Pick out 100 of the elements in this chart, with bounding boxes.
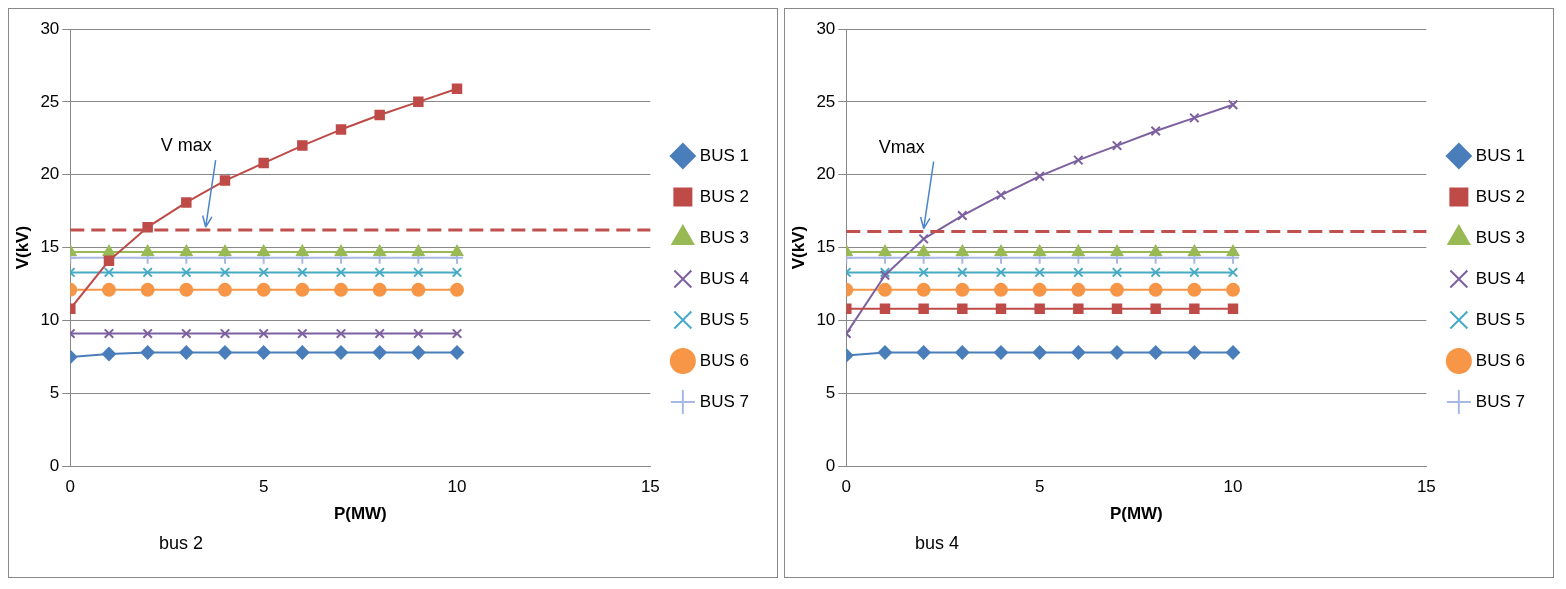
point (297, 328, 308, 339)
point (1072, 244, 1085, 256)
point (219, 328, 231, 339)
point (916, 345, 931, 360)
point (374, 109, 385, 121)
point (877, 345, 892, 360)
y-tick-label: 25 (40, 91, 60, 111)
legend-label: BUS 4 (699, 268, 750, 288)
point (103, 255, 115, 266)
point (334, 244, 348, 256)
point (372, 345, 387, 360)
point (103, 267, 115, 278)
point (411, 282, 426, 297)
y-tick-label: 15 (40, 237, 60, 257)
point (179, 282, 194, 297)
legend-label: BUS 7 (1475, 391, 1526, 411)
x-tick-label: 5 (258, 477, 269, 497)
point (1110, 345, 1124, 360)
y-axis-title: V(kV) (788, 225, 808, 270)
point (142, 267, 153, 278)
x-tick-label: 0 (65, 477, 76, 497)
point (296, 244, 309, 256)
point (101, 282, 116, 297)
y-tick-label: 5 (49, 383, 60, 403)
point (219, 175, 231, 186)
point (413, 328, 424, 339)
point (142, 328, 153, 339)
point (956, 244, 969, 256)
y-tick-label: 10 (816, 310, 836, 330)
point (1148, 282, 1163, 297)
point (179, 345, 194, 360)
legend-label: BUS 1 (699, 145, 750, 165)
legend-label: BUS 5 (1475, 309, 1526, 329)
annotation: V max (160, 135, 212, 156)
x-axis-title: P(MW) (333, 504, 387, 524)
legend-label: BUS 1 (1475, 145, 1526, 165)
point (1226, 244, 1240, 256)
point (335, 124, 347, 135)
point (373, 244, 386, 256)
point (1111, 140, 1123, 151)
point (256, 345, 271, 360)
x-tick-label: 10 (447, 477, 467, 497)
point (1073, 303, 1084, 315)
point (217, 345, 232, 360)
point (297, 140, 308, 151)
point (955, 345, 970, 360)
point (451, 83, 463, 94)
point (451, 267, 463, 278)
point (181, 328, 192, 339)
point (1032, 282, 1047, 297)
point (257, 244, 270, 256)
point (412, 244, 425, 256)
point (413, 267, 424, 278)
point (140, 282, 155, 297)
point (957, 210, 968, 221)
y-tick-label: 5 (825, 383, 836, 403)
point (335, 267, 347, 278)
point (1189, 267, 1200, 278)
point (957, 267, 968, 278)
point (993, 345, 1008, 360)
point (103, 328, 115, 339)
point (1187, 282, 1202, 297)
point (102, 244, 116, 256)
text: bus 4 (915, 533, 961, 554)
point (1227, 267, 1239, 278)
point (1111, 267, 1123, 278)
x-tick-label: 10 (1223, 477, 1243, 497)
point (450, 244, 464, 256)
point (374, 328, 385, 339)
legend-label: BUS 6 (1475, 350, 1526, 370)
point (374, 267, 385, 278)
legend-label: BUS 5 (699, 309, 750, 329)
y-tick-label: 20 (40, 164, 60, 184)
point (995, 267, 1007, 278)
point (1150, 267, 1161, 278)
point (1073, 154, 1084, 166)
point (995, 303, 1007, 315)
point (181, 197, 192, 208)
point (295, 345, 310, 360)
text: bus 2 (159, 533, 205, 554)
point (258, 267, 269, 278)
point (140, 345, 155, 360)
point (879, 303, 891, 315)
point (258, 157, 269, 169)
point (1111, 303, 1123, 315)
point (297, 267, 308, 278)
point (180, 244, 193, 256)
point (1071, 345, 1086, 360)
point (256, 282, 271, 297)
point (413, 96, 424, 108)
point (993, 282, 1008, 297)
point (411, 345, 426, 360)
y-tick-label: 10 (40, 310, 60, 330)
point (1073, 267, 1084, 278)
y-tick-label: 20 (816, 164, 836, 184)
point (1150, 125, 1161, 137)
point (1071, 282, 1086, 297)
point (1034, 267, 1045, 278)
y-tick-label: 25 (816, 91, 836, 111)
y-tick-label: 30 (40, 18, 60, 38)
